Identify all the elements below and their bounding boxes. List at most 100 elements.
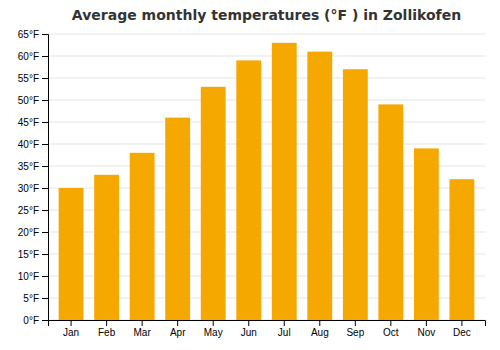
bar [201,87,226,320]
grid-line [48,144,485,145]
x-tick-mark [284,320,285,326]
x-tick-label: Apr [170,327,186,338]
x-tick-label: Oct [383,327,399,338]
y-tick: 40°F [18,139,48,150]
x-tick-label: Feb [98,327,116,338]
x-tick: Mar [134,320,152,338]
bar [130,153,155,320]
y-tick: 5°F [23,293,48,304]
x-tick: Aug [311,320,329,338]
x-tick-label: Dec [453,327,471,338]
y-tick: 20°F [18,227,48,238]
x-tick-label: Mar [134,327,152,338]
grid [48,34,485,320]
y-tick-label: 30°F [18,183,39,194]
x-tick: Dec [453,320,471,338]
y-axis: 0°F 5°F 10°F 15°F 20°F 25°F 30°F 35°F 40°F 45°F 50… [18,29,49,326]
y-tick: 60°F [18,51,48,62]
y-tick: 35°F [18,161,48,172]
x-tick-mark [355,320,356,326]
y-tick-label: 60°F [18,51,39,62]
y-tick: 15°F [18,249,48,260]
x-tick-mark [319,320,320,326]
y-tick-label: 55°F [18,73,39,84]
bar [307,52,332,320]
x-axis-line [49,321,486,327]
x-tick-mark [71,320,72,326]
title: Average monthly temperatures (°F ) in Zo… [72,7,461,23]
y-tick-mark [42,298,48,299]
x-tick-label: Nov [417,327,435,338]
x-tick-label: Jan [63,327,79,338]
plot: Jan Feb Mar Apr May Jun Jul Aug Sep Oct Nov Dec 0°F 5… [18,29,486,338]
x-tick: Nov [417,320,435,338]
y-tick: 0°F [23,315,48,326]
bar [59,188,84,320]
x-tick-label: Aug [311,327,329,338]
y-tick: 65°F [18,29,48,40]
x-tick: Sep [346,320,364,338]
y-tick-mark [42,100,48,101]
y-tick: 30°F [18,183,48,194]
y-tick-label: 25°F [18,205,39,216]
y-tick-mark [42,276,48,277]
bar [94,175,119,320]
bar [236,60,261,320]
grid-line [48,34,485,35]
y-tick-label: 40°F [18,139,39,150]
grid-line [48,122,485,123]
x-tick-mark [426,320,427,326]
y-tick-label: 50°F [18,95,39,106]
y-tick-label: 35°F [18,161,39,172]
y-tick: 50°F [18,95,48,106]
y-tick-mark [42,166,48,167]
y-tick-mark [42,34,48,35]
bar [343,69,368,320]
x-tick-mark [461,320,462,326]
bar [272,43,297,320]
x-tick-mark [106,320,107,326]
y-tick: 25°F [18,205,48,216]
y-tick-mark [42,320,48,321]
y-tick-label: 5°F [23,293,39,304]
x-tick-label: Jul [278,327,291,338]
y-tick: 10°F [18,271,48,282]
y-tick-mark [42,232,48,233]
x-tick: Oct [383,320,399,338]
y-tick-mark [42,210,48,211]
y-tick-label: 45°F [18,117,39,128]
x-tick-mark [213,320,214,326]
y-tick-label: 65°F [18,29,39,40]
x-tick: May [204,320,223,338]
x-tick: Jun [241,320,257,338]
bar [378,104,403,320]
x-tick: Apr [170,320,186,338]
bar [449,179,474,320]
y-tick-label: 0°F [23,315,39,326]
y-tick-mark [42,56,48,57]
x-tick-mark [390,320,391,326]
x-tick: Jan [63,320,79,338]
grid-line [48,100,485,101]
y-tick-label: 10°F [18,271,39,282]
chart: Jan Feb Mar Apr May Jun Jul Aug Sep Oct Nov Dec 0°F 5… [0,0,500,350]
x-tick-mark [177,320,178,326]
x-tick-mark [248,320,249,326]
x-tick-label: Sep [346,327,364,338]
y-tick-mark [42,188,48,189]
x-tick-label: May [204,327,223,338]
bars [59,43,475,320]
x-tick: Jul [278,320,291,338]
x-tick-mark [142,320,143,326]
grid-line [48,78,485,79]
y-tick: 45°F [18,117,48,128]
x-axis: Jan Feb Mar Apr May Jun Jul Aug Sep Oct Nov Dec [49,320,486,338]
y-tick-mark [42,122,48,123]
x-tick-label: Jun [241,327,257,338]
y-tick-label: 15°F [18,249,39,260]
bar [165,118,190,320]
y-tick-mark [42,78,48,79]
x-tick: Feb [98,320,116,338]
y-tick: 55°F [18,73,48,84]
y-tick-mark [42,254,48,255]
